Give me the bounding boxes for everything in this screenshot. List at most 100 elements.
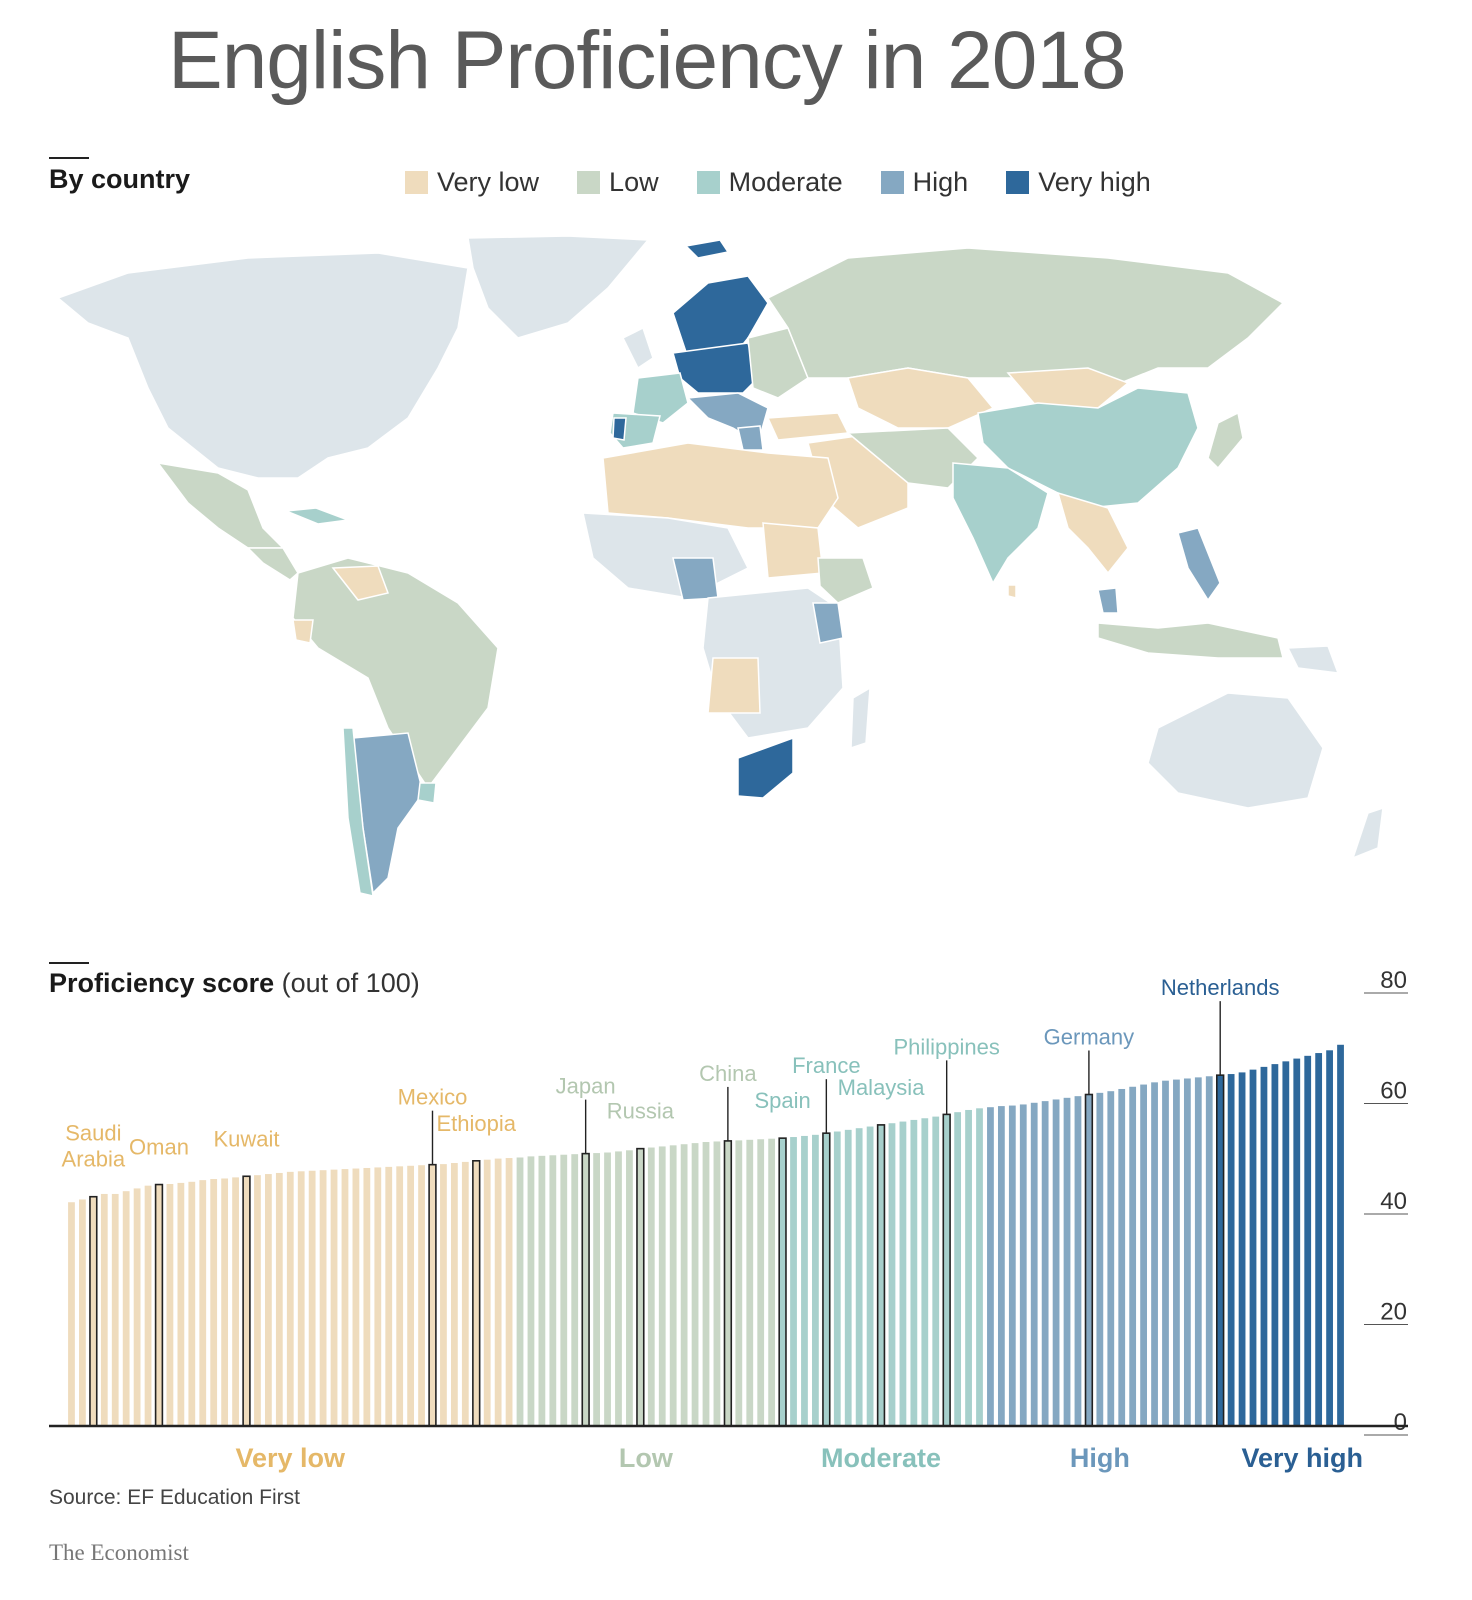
bar — [571, 1154, 579, 1426]
bar — [275, 1172, 283, 1426]
legend-item-very-high: Very high — [1006, 167, 1151, 198]
bar — [1140, 1084, 1147, 1426]
map-legend: Very low Low Moderate High Very high — [405, 167, 1189, 198]
bar — [527, 1156, 535, 1426]
legend-item-very-low: Very low — [405, 167, 539, 198]
map-new-zealand — [1351, 806, 1384, 860]
legend-item-low: Low — [577, 167, 659, 198]
chart-heading-text: Proficiency score — [49, 968, 275, 998]
bar — [352, 1168, 360, 1426]
bar — [407, 1165, 415, 1426]
map-caribbean — [285, 507, 349, 525]
bar — [1019, 1104, 1027, 1426]
bar — [1052, 1099, 1060, 1426]
bar — [844, 1129, 852, 1426]
annotation-line: China — [699, 1061, 757, 1086]
legend-label: Low — [609, 167, 659, 197]
annotation-label: Germany — [1044, 1025, 1134, 1050]
bar — [768, 1138, 776, 1426]
bar — [516, 1157, 524, 1426]
bar — [855, 1128, 863, 1426]
map-png — [1286, 645, 1340, 674]
annotation-label: Oman — [129, 1135, 189, 1160]
bar — [199, 1180, 207, 1426]
bar — [242, 1175, 251, 1427]
bar — [483, 1159, 491, 1426]
bar — [418, 1165, 425, 1426]
band-label: Low — [619, 1443, 674, 1473]
bar — [691, 1143, 699, 1426]
bar — [341, 1169, 349, 1426]
bar — [1107, 1091, 1115, 1426]
bar — [604, 1152, 611, 1426]
map-eastern-europe — [747, 327, 809, 399]
bar — [1215, 1074, 1225, 1427]
bar — [1096, 1092, 1104, 1426]
bar — [932, 1116, 940, 1426]
bar — [1008, 1105, 1016, 1426]
bar — [1249, 1069, 1257, 1426]
bar — [615, 1151, 622, 1426]
legend-label: High — [912, 167, 969, 197]
band-label: High — [1070, 1443, 1130, 1473]
bar — [133, 1188, 141, 1426]
map-uk — [621, 326, 654, 370]
bar — [636, 1147, 645, 1427]
chart-subheading: (out of 100) — [281, 968, 420, 998]
bar — [330, 1169, 338, 1426]
annotation-line: Oman — [129, 1135, 189, 1160]
annotation-label: Netherlands — [1161, 975, 1280, 1000]
bar — [1326, 1050, 1333, 1426]
map-portugal — [612, 417, 627, 441]
band-label: Very high — [1241, 1443, 1363, 1473]
bar — [626, 1150, 633, 1426]
legend-label: Very high — [1038, 167, 1151, 197]
map-uruguay — [417, 782, 437, 804]
bar — [581, 1152, 590, 1427]
bar — [319, 1170, 327, 1426]
bar — [669, 1145, 677, 1426]
map-madagascar — [850, 686, 871, 750]
legend-item-moderate: Moderate — [696, 167, 843, 198]
annotation-line: Japan — [556, 1074, 616, 1099]
bar — [593, 1153, 600, 1426]
annotation-label: Malaysia — [838, 1075, 926, 1100]
bar — [965, 1109, 972, 1426]
bar — [910, 1119, 918, 1426]
legend-swatch — [577, 171, 601, 194]
bar — [188, 1181, 196, 1426]
bar — [822, 1132, 831, 1427]
bar — [265, 1174, 272, 1426]
y-tick-label: 20 — [1380, 1299, 1407, 1326]
source-note: Source: EF Education First — [49, 1486, 300, 1509]
map-central-america — [246, 547, 299, 581]
bar — [702, 1142, 710, 1426]
map-russia — [766, 247, 1285, 389]
map-svalbard — [684, 239, 730, 259]
chart-section-heading: Proficiency score (out of 100) — [49, 968, 420, 999]
bar — [68, 1202, 75, 1426]
bar — [801, 1135, 808, 1426]
bar — [1293, 1058, 1301, 1426]
bar — [308, 1170, 316, 1426]
annotation-line: Kuwait — [213, 1126, 279, 1151]
map-greece — [737, 425, 764, 451]
bar — [1030, 1102, 1038, 1426]
annotation-label: Saudi Arabia — [62, 1121, 126, 1172]
map-west-africa — [582, 512, 750, 599]
bar — [1173, 1079, 1180, 1426]
bar — [461, 1161, 469, 1426]
bar — [778, 1137, 787, 1427]
map-iran-afghanistan — [846, 427, 980, 489]
bar — [363, 1167, 371, 1426]
map-malaysia — [1097, 587, 1119, 614]
bar — [1282, 1061, 1290, 1426]
bar — [166, 1184, 174, 1426]
bar — [286, 1171, 294, 1426]
y-tick-label: 0 — [1394, 1409, 1407, 1436]
bar — [658, 1146, 666, 1426]
bar — [723, 1140, 733, 1427]
annotation-line: Spain — [754, 1088, 810, 1113]
map-australia — [1147, 692, 1324, 809]
legend-swatch — [405, 171, 428, 194]
